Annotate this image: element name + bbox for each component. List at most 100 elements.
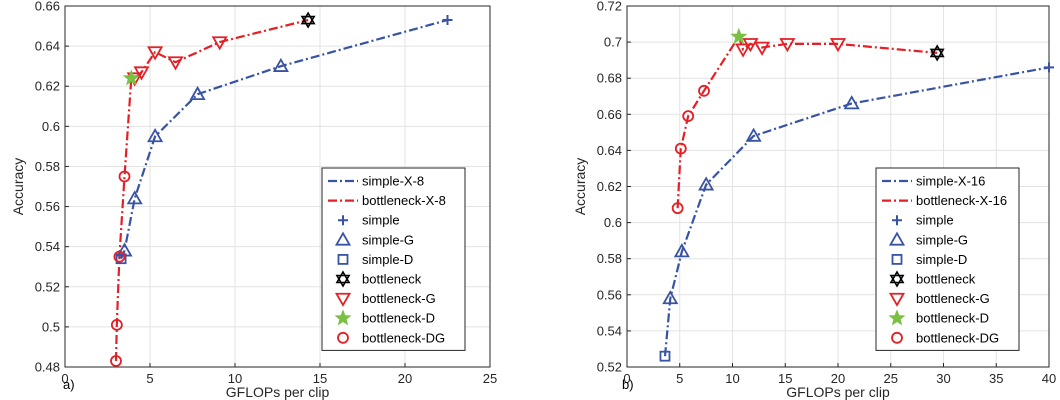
panel-label: b) — [622, 377, 634, 392]
data-point-bottleneck-b — [929, 48, 945, 62]
y-tick-label: 0.56 — [35, 199, 60, 214]
series-line-simple-X-8 — [120, 18, 448, 260]
legend-label: bottleneck-X-16 — [916, 193, 1007, 208]
legend-marker — [337, 253, 349, 265]
legend-marker — [888, 309, 906, 326]
data-point-bottleneck-G — [829, 38, 847, 53]
x-tick-label: 5 — [146, 371, 153, 386]
data-point-simple-D — [115, 253, 127, 265]
x-tick-label: 20 — [398, 371, 412, 386]
data-point-bottleneck-DG — [110, 318, 123, 331]
y-tick-label: 0.64 — [35, 39, 60, 54]
data-point-simple-G — [126, 190, 143, 205]
legend-marker-b — [335, 274, 351, 288]
data-point-simple-G — [147, 128, 164, 143]
y-tick-label: 0.6 — [604, 215, 622, 230]
legend-label: simple-D — [916, 252, 967, 267]
data-point-bottleneck-G — [133, 66, 150, 81]
x-tick-label: 0 — [623, 371, 630, 386]
panel-label: a) — [63, 377, 75, 392]
data-point-simple-G — [843, 95, 860, 110]
legend-marker — [335, 270, 351, 284]
data-point-simple-G — [673, 243, 690, 258]
legend-label: bottleneck-X-8 — [362, 193, 446, 208]
data-point-bottleneck-D — [122, 69, 140, 86]
y-tick-label: 0.5 — [42, 319, 60, 334]
x-axis-label: GFLOPs per clip — [226, 384, 330, 400]
data-point-bottleneck-DG — [671, 202, 684, 215]
legend-marker — [338, 215, 348, 226]
data-point-bottleneck-DG — [110, 355, 122, 367]
legend-label: simple — [362, 213, 400, 228]
legend-label: simple-G — [916, 232, 968, 247]
legend-marker — [334, 309, 352, 326]
data-point-bottleneck — [300, 11, 316, 25]
y-axis-label: Accuracy — [10, 158, 26, 216]
legend: simple-X-16 bottleneck-X-16 simple simple-G… — [875, 167, 1020, 351]
data-point-simple-G — [698, 176, 715, 191]
series-line-bottleneck-X-16 — [676, 34, 938, 209]
y-tick-label: 0.64 — [597, 143, 622, 158]
legend-label: simple-X-16 — [916, 174, 985, 189]
x-tick-label: 20 — [831, 371, 845, 386]
x-tick-label: 25 — [483, 371, 497, 386]
legend-marker — [891, 331, 903, 344]
x-tick-label: 15 — [778, 371, 792, 386]
x-tick-label: 35 — [989, 371, 1003, 386]
y-tick-label: 0.58 — [35, 159, 60, 174]
y-tick-label: 0.66 — [35, 0, 60, 14]
legend-label: simple-X-8 — [362, 174, 424, 189]
data-point-bottleneck-G — [742, 38, 759, 53]
data-point-bottleneck-b — [300, 15, 316, 29]
x-tick-label: 30 — [936, 371, 950, 386]
y-tick-label: 0.58 — [597, 251, 622, 266]
legend-marker — [334, 292, 352, 307]
data-point-simple — [442, 15, 453, 26]
legend-label: bottleneck-DG — [362, 330, 445, 345]
data-point-bottleneck-G — [734, 43, 752, 58]
y-tick-label: 0.6 — [42, 119, 60, 134]
legend-label: bottleneck-G — [362, 291, 436, 306]
x-axis-label: GFLOPs per clip — [786, 384, 890, 400]
legend-label: simple — [916, 213, 954, 228]
legend-label: simple-D — [362, 252, 413, 267]
x-tick-label: 25 — [884, 371, 898, 386]
data-point-simple-G — [189, 85, 206, 101]
data-point-bottleneck-G — [167, 56, 184, 71]
y-tick-label: 0.56 — [597, 287, 622, 302]
data-point-simple-D — [659, 350, 671, 362]
chart-panel-b: 0 5 10 15 20 25 30 35 40 0.52 0.54 0.56 0.58 0.6 0.62 0… — [572, 0, 1056, 400]
legend-marker-b — [889, 274, 905, 288]
x-tick-label: 0 — [61, 371, 68, 386]
y-tick-label: 0.7 — [604, 35, 622, 50]
data-point-bottleneck — [929, 44, 945, 58]
series-line-bottleneck-X-8 — [114, 18, 309, 362]
legend: simple-X-8 bottleneck-X-8 simple simple-G si… — [321, 167, 466, 351]
x-tick-label: 5 — [676, 371, 683, 386]
y-tick-label: 0.52 — [597, 360, 622, 375]
y-tick-label: 0.48 — [35, 360, 60, 375]
data-point-bottleneck-D — [730, 27, 748, 44]
legend-marker — [888, 292, 906, 307]
data-point-bottleneck-G — [779, 38, 796, 53]
y-tick-label: 0.62 — [35, 79, 60, 94]
y-tick-label: 0.72 — [597, 0, 622, 14]
legend-marker — [334, 231, 352, 246]
data-point-simple-G — [272, 57, 289, 72]
data-point-simple-G — [745, 127, 762, 142]
legend-label: bottleneck — [916, 272, 976, 287]
data-point-bottleneck-G — [753, 41, 771, 56]
data-point-bottleneck-DG — [674, 142, 687, 155]
series-line-simple-X-16 — [663, 66, 1050, 357]
x-tick-label: 10 — [725, 371, 739, 386]
data-point-bottleneck-DG — [698, 84, 710, 97]
y-tick-label: 0.62 — [597, 179, 622, 194]
data-point-bottleneck-DG — [118, 170, 131, 183]
legend-label: bottleneck-D — [362, 311, 435, 326]
axes-box — [64, 5, 491, 368]
legend-marker — [891, 253, 903, 265]
data-point-simple — [1044, 62, 1054, 73]
legend-label: bottleneck-DG — [916, 330, 999, 345]
legend-label: simple-G — [362, 232, 414, 247]
